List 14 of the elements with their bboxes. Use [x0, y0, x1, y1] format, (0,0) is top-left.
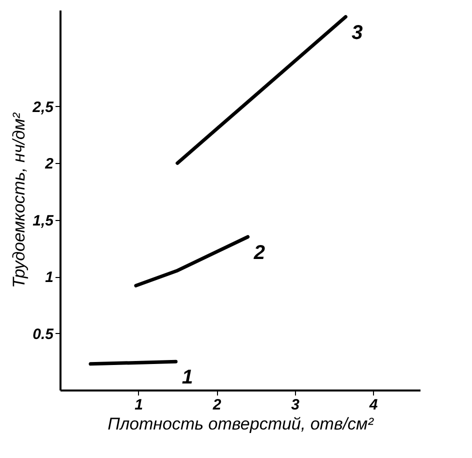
x-tick-label: 2: [212, 396, 222, 414]
x-tick-label: 3: [291, 396, 300, 414]
y-tick-label: 2: [44, 156, 54, 173]
x-tick-label: 1: [134, 396, 143, 414]
series-label: 3: [352, 22, 363, 44]
y-tick-label: 2,5: [32, 98, 54, 116]
y-tick-label: 1: [45, 269, 54, 286]
series-label: 2: [252, 242, 265, 264]
series-label: 1: [182, 366, 193, 389]
x-axis-title: Плотность отверстий, отв/см²: [108, 414, 375, 434]
y-tick-label: 1,5: [32, 212, 54, 230]
x-tick-label: 4: [368, 396, 378, 414]
y-tick-label: 0.5: [32, 326, 54, 343]
y-axis-title: Трудоемкость, нч/дм²: [10, 112, 29, 288]
